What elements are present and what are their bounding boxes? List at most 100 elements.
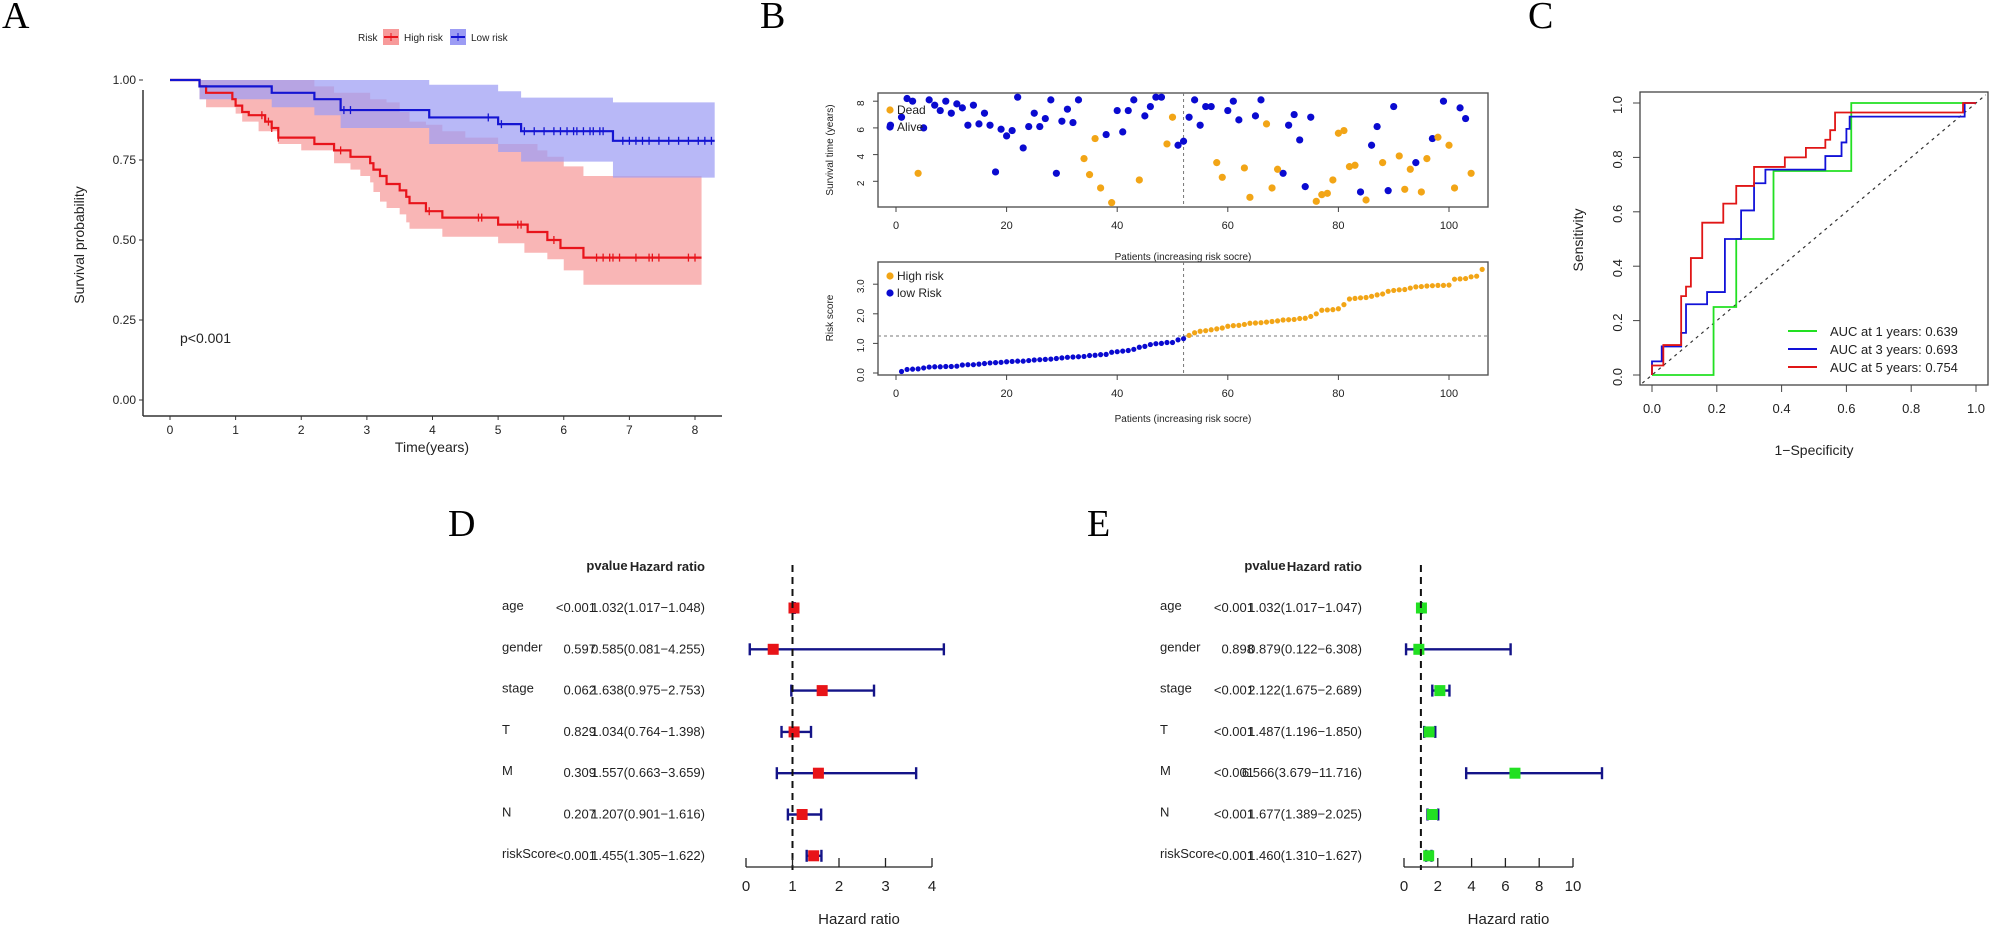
point-high-risk bbox=[1424, 283, 1430, 289]
x-tick-label: 60 bbox=[1222, 220, 1234, 232]
y-tick-label: 4 bbox=[856, 153, 867, 159]
point-dead bbox=[1323, 189, 1331, 197]
point-alive bbox=[942, 97, 950, 105]
hr-marker bbox=[1423, 726, 1435, 738]
point-low-risk bbox=[932, 364, 938, 370]
header-pvalue: pvalue bbox=[586, 558, 627, 573]
point-alive bbox=[980, 109, 989, 117]
point-high-risk bbox=[1197, 328, 1203, 334]
p-value-annotation: p<0.001 bbox=[180, 330, 231, 346]
x-tick-label: 5 bbox=[495, 423, 502, 437]
x-tick-label: 100 bbox=[1440, 388, 1458, 400]
x-tick-label: 0.2 bbox=[1708, 401, 1726, 416]
x-tick-label: 2 bbox=[298, 423, 305, 437]
point-alive bbox=[1191, 96, 1199, 104]
point-dead bbox=[1085, 171, 1094, 179]
point-high-risk bbox=[1391, 287, 1397, 294]
plot-frame bbox=[877, 92, 1489, 208]
point-high-risk bbox=[1357, 295, 1364, 301]
point-alive bbox=[1019, 144, 1027, 152]
point-dead bbox=[1445, 141, 1453, 149]
point-high-risk bbox=[1219, 325, 1225, 331]
x-tick-label: 0.0 bbox=[1643, 401, 1661, 416]
point-dead bbox=[1395, 152, 1403, 160]
row-label: riskScore bbox=[502, 846, 556, 861]
row-label: T bbox=[1160, 722, 1168, 737]
x-tick-label: 40 bbox=[1111, 220, 1123, 232]
point-alive bbox=[920, 124, 928, 132]
row-hazard-ratio-text: 0.585(0.081−4.255) bbox=[591, 641, 705, 656]
point-dead bbox=[1273, 165, 1282, 173]
point-alive bbox=[1279, 169, 1287, 177]
point-alive bbox=[1202, 102, 1210, 111]
point-alive bbox=[1461, 114, 1470, 123]
legend-label: AUC at 3 years: 0.693 bbox=[1830, 342, 1958, 357]
point-low-risk bbox=[1009, 358, 1015, 365]
point-alive bbox=[1124, 106, 1132, 115]
point-low-risk bbox=[1147, 341, 1153, 348]
point-high-risk bbox=[1457, 276, 1463, 282]
point-low-risk bbox=[937, 364, 943, 370]
x-tick-label: 1 bbox=[788, 878, 796, 895]
header-hazard-ratio: Hazard ratio bbox=[630, 559, 705, 574]
point-dead bbox=[1434, 133, 1442, 141]
point-alive bbox=[1428, 134, 1437, 143]
point-low-risk bbox=[1070, 354, 1076, 360]
point-alive bbox=[964, 121, 972, 129]
y-tick-label: 0.4 bbox=[1610, 259, 1625, 277]
point-high-risk bbox=[1186, 332, 1192, 339]
point-alive bbox=[1285, 121, 1293, 129]
point-high-risk bbox=[1413, 284, 1419, 290]
row-pvalue: 0.898 bbox=[1221, 641, 1254, 656]
point-alive bbox=[1384, 187, 1392, 195]
point-low-risk bbox=[898, 368, 905, 375]
y-axis-title: Risk score bbox=[825, 294, 836, 341]
x-tick-label: 1.0 bbox=[1967, 401, 1985, 416]
point-alive bbox=[1412, 159, 1420, 167]
row-label: stage bbox=[502, 681, 534, 696]
point-alive bbox=[969, 101, 978, 109]
point-alive bbox=[1307, 113, 1315, 121]
point-high-risk bbox=[1214, 326, 1220, 332]
point-high-risk bbox=[1385, 288, 1391, 294]
point-high-risk bbox=[1302, 315, 1308, 321]
point-low-risk bbox=[1164, 339, 1170, 346]
header-pvalue: pvalue bbox=[1244, 558, 1285, 573]
point-dead bbox=[1218, 173, 1226, 181]
x-tick-label: 0.4 bbox=[1773, 401, 1791, 416]
point-alive bbox=[1224, 106, 1232, 115]
point-high-risk bbox=[1474, 273, 1480, 279]
row-pvalue: 0.309 bbox=[563, 765, 596, 780]
y-tick-label: 0.25 bbox=[113, 313, 137, 327]
point-alive bbox=[1058, 117, 1066, 125]
point-dead bbox=[914, 169, 922, 177]
point-dead bbox=[1417, 188, 1425, 196]
point-alive bbox=[1157, 93, 1166, 101]
hr-marker bbox=[812, 767, 824, 779]
point-dead bbox=[1163, 140, 1171, 148]
roc-curve-5yr bbox=[1651, 102, 1976, 375]
point-low-risk bbox=[1109, 349, 1115, 355]
point-low-risk bbox=[1136, 344, 1142, 350]
y-axis-title: Sensitivity bbox=[1570, 208, 1586, 271]
point-alive bbox=[1030, 109, 1038, 117]
point-alive bbox=[908, 97, 917, 105]
point-high-risk bbox=[1258, 320, 1264, 326]
point-alive bbox=[1356, 188, 1365, 196]
row-hazard-ratio-text: 1.455(1.305−1.622) bbox=[591, 848, 705, 863]
point-alive bbox=[1014, 93, 1022, 101]
point-alive bbox=[1196, 121, 1204, 129]
point-alive bbox=[1179, 137, 1188, 145]
row-hazard-ratio-text: 1.487(1.196−1.850) bbox=[1248, 724, 1362, 739]
diagonal-reference-line bbox=[1641, 94, 1987, 384]
y-axis-title: Survival time (years) bbox=[825, 104, 836, 195]
point-high-risk bbox=[1335, 306, 1341, 312]
y-tick-label: 6 bbox=[856, 127, 867, 133]
point-low-risk bbox=[915, 366, 921, 372]
legend-label-dead: Dead bbox=[897, 103, 926, 117]
row-pvalue: <0.001 bbox=[1214, 724, 1254, 739]
point-low-risk bbox=[1048, 356, 1054, 362]
point-low-risk bbox=[1158, 340, 1165, 346]
legend-label-low-risk: low Risk bbox=[897, 286, 943, 300]
row-hazard-ratio-text: 1.032(1.017−1.048) bbox=[591, 600, 705, 615]
